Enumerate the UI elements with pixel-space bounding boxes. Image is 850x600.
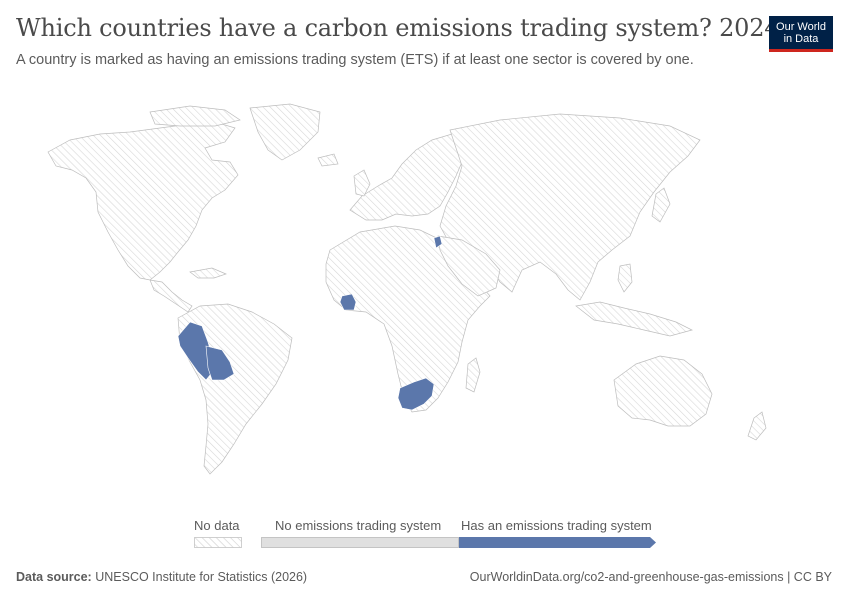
logo-line-2: in Data [783,33,819,45]
data-source: Data source: UNESCO Institute for Statis… [16,570,307,584]
region-central-america[interactable] [149,279,193,313]
region-greenland[interactable] [249,103,321,161]
owid-logo[interactable]: Our World in Data [769,16,833,52]
region-philippines[interactable] [617,263,633,293]
region-uk[interactable] [353,169,371,197]
footer-url[interactable]: OurWorldinData.org/co2-and-greenhouse-ga… [469,570,832,584]
region-iceland[interactable] [317,153,339,167]
country-south-africa[interactable] [397,377,435,411]
region-north-america[interactable] [47,121,239,281]
data-source-label: Data source: [16,570,92,584]
region-arabia[interactable] [437,235,501,297]
region-australia[interactable] [613,355,713,427]
legend-swatch-has-ets[interactable] [459,537,657,548]
country-cote-divoire[interactable] [339,293,357,311]
region-japan[interactable] [651,187,671,223]
world-map [47,103,767,475]
legend-label-no-data: No data [194,518,240,533]
region-indonesia[interactable] [575,301,693,337]
region-caribbean[interactable] [189,267,227,279]
logo-line-1: Our World [776,21,826,33]
legend-label-has-ets: Has an emissions trading system [461,518,652,533]
legend-swatch-no-data[interactable] [194,537,242,548]
chart-title: Which countries have a carbon emissions … [16,14,780,42]
country-bolivia[interactable] [205,345,235,381]
legend-swatch-no-ets[interactable] [261,537,459,548]
region-madagascar[interactable] [465,357,481,393]
region-arctic-islands[interactable] [149,105,241,127]
data-source-text[interactable]: UNESCO Institute for Statistics (2026) [95,570,308,584]
country-jordan[interactable] [433,235,443,249]
region-new-zealand[interactable] [747,411,767,441]
chart-subtitle: A country is marked as having an emissio… [16,52,694,68]
legend-label-no-ets: No emissions trading system [275,518,442,533]
